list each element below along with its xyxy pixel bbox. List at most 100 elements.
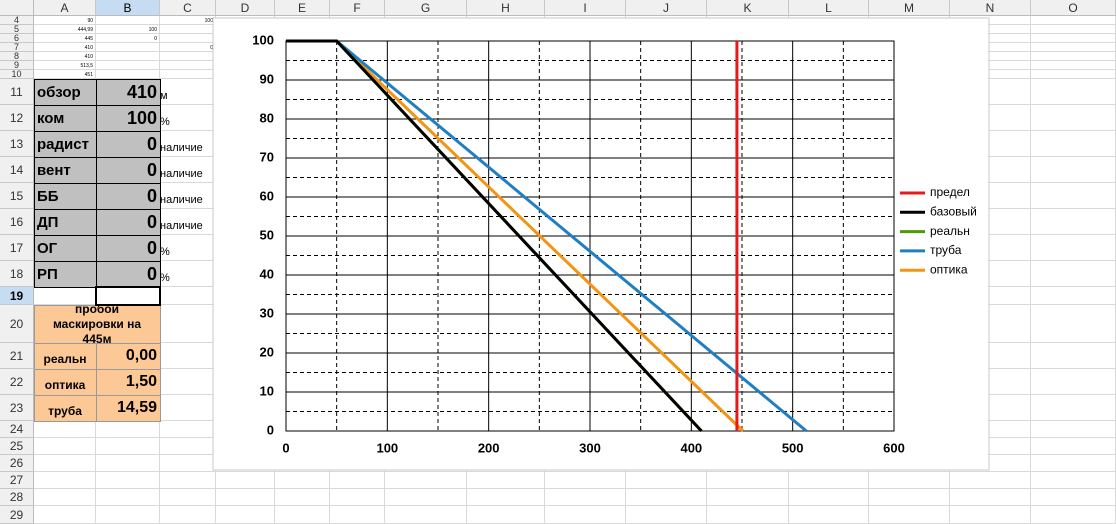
legend-label: реальн — [930, 224, 970, 238]
cell-text[interactable]: 0 — [146, 237, 157, 258]
row-header[interactable]: 26 — [0, 455, 34, 472]
legend-label: предел — [930, 185, 970, 199]
row-header[interactable]: 23 — [0, 395, 34, 421]
column-header[interactable]: A — [34, 0, 96, 16]
cell-text[interactable]: обзор — [37, 83, 81, 101]
cell-text[interactable]: 14,59 — [116, 399, 157, 416]
cell-text[interactable]: 0,00 — [125, 347, 157, 364]
column-header[interactable]: B — [96, 0, 160, 16]
row-header[interactable]: 19 — [0, 287, 34, 305]
cell-text[interactable]: 100 — [148, 26, 157, 33]
cell-text[interactable]: пробой маскировки на 445м — [52, 305, 142, 343]
cell-text[interactable]: реальн — [43, 352, 87, 366]
row-header[interactable]: 4 — [0, 15, 34, 25]
cell-text[interactable]: 1,50 — [125, 373, 157, 390]
row-header[interactable]: 15 — [0, 183, 34, 209]
cell-text[interactable]: % — [160, 246, 170, 258]
cell-text[interactable]: 513,5 — [80, 62, 93, 69]
row-header[interactable]: 11 — [0, 79, 34, 105]
row-header[interactable]: 27 — [0, 472, 34, 489]
row-header[interactable]: 28 — [0, 489, 34, 506]
row-header[interactable]: 8 — [0, 51, 34, 61]
corner — [0, 0, 34, 16]
row-header[interactable]: 14 — [0, 157, 34, 183]
cell-text[interactable]: радист — [37, 135, 89, 153]
cell-text[interactable]: 0 — [146, 185, 157, 206]
cell-text[interactable]: наличие — [160, 194, 203, 206]
row-header[interactable]: 16 — [0, 209, 34, 235]
column-header[interactable]: J — [626, 0, 707, 16]
row-header[interactable]: 21 — [0, 343, 34, 369]
column-header[interactable]: C — [160, 0, 216, 16]
cell-text[interactable]: 0 — [146, 133, 157, 154]
row-header[interactable]: 12 — [0, 105, 34, 131]
x-tick-label: 200 — [478, 440, 500, 455]
cell-text[interactable]: 451 — [84, 71, 93, 78]
row-header[interactable]: 6 — [0, 33, 34, 43]
column-header[interactable]: N — [950, 0, 1031, 16]
cell-text[interactable]: труба — [48, 404, 82, 418]
row-header[interactable]: 17 — [0, 235, 34, 261]
row-header[interactable]: 20 — [0, 305, 34, 343]
cell-text[interactable]: ОГ — [37, 239, 58, 257]
x-tick-label: 500 — [782, 440, 804, 455]
legend-label: оптика — [930, 262, 968, 276]
column-header[interactable]: M — [869, 0, 950, 16]
cell-text[interactable]: оптика — [44, 378, 86, 392]
cell-text[interactable]: 0 — [146, 159, 157, 180]
cell-text[interactable]: 410 — [84, 53, 93, 60]
cell-text[interactable]: 0 — [146, 211, 157, 232]
cell-text[interactable]: наличие — [160, 142, 203, 154]
cell-text[interactable]: 410 — [126, 81, 157, 102]
cell-text[interactable]: ДП — [37, 213, 59, 231]
y-tick-label: 40 — [260, 266, 274, 281]
cell-text[interactable]: ком — [37, 109, 65, 127]
cell-text[interactable]: наличие — [160, 168, 203, 180]
row-header[interactable]: 22 — [0, 369, 34, 395]
x-tick-label: 300 — [579, 440, 601, 455]
cell-text[interactable]: % — [160, 272, 170, 284]
cell-text[interactable]: 90 — [87, 17, 93, 24]
column-header[interactable]: D — [216, 0, 275, 16]
y-tick-label: 50 — [260, 227, 274, 242]
row-header[interactable]: 5 — [0, 24, 34, 34]
cell-text[interactable]: РП — [37, 265, 58, 283]
cell-text[interactable]: 100 — [204, 17, 213, 24]
cell-text[interactable]: ББ — [37, 187, 59, 205]
row-line — [34, 471, 1116, 472]
column-header[interactable]: F — [330, 0, 385, 16]
row-header[interactable]: 9 — [0, 60, 34, 70]
row-header[interactable]: 18 — [0, 261, 34, 287]
plot-border — [285, 40, 895, 432]
selected-cell[interactable] — [95, 286, 161, 306]
column-header[interactable]: L — [789, 0, 869, 16]
row-header[interactable]: 7 — [0, 42, 34, 52]
row-header[interactable]: 13 — [0, 131, 34, 157]
x-tick-label: 600 — [883, 440, 905, 455]
column-header[interactable]: H — [467, 0, 545, 16]
cell-text[interactable]: 0 — [146, 263, 157, 284]
cell-text[interactable]: м — [160, 90, 168, 102]
y-tick-label: 80 — [260, 110, 274, 125]
cell-text[interactable]: 0 — [210, 44, 213, 51]
cell-text[interactable]: 410 — [84, 44, 93, 51]
column-header[interactable]: K — [707, 0, 789, 16]
cell-text[interactable]: 0 — [154, 35, 157, 42]
column-header[interactable]: I — [545, 0, 626, 16]
column-header[interactable]: G — [385, 0, 467, 16]
legend-label: труба — [930, 243, 962, 257]
cell-text[interactable]: % — [160, 116, 170, 128]
x-tick-label: 100 — [376, 440, 398, 455]
cell-text[interactable]: 100 — [126, 107, 157, 128]
row-header[interactable]: 25 — [0, 438, 34, 455]
chart-area — [212, 17, 990, 471]
column-header[interactable]: E — [275, 0, 330, 16]
cell-text[interactable]: 445 — [84, 35, 93, 42]
row-header[interactable]: 24 — [0, 421, 34, 438]
row-header[interactable]: 10 — [0, 69, 34, 79]
y-tick-label: 70 — [260, 149, 274, 164]
cell-border — [96, 395, 161, 422]
cell-text[interactable]: вент — [37, 161, 71, 179]
cell-text[interactable]: наличие — [160, 220, 203, 232]
cell-text[interactable]: 444,99 — [77, 26, 93, 33]
